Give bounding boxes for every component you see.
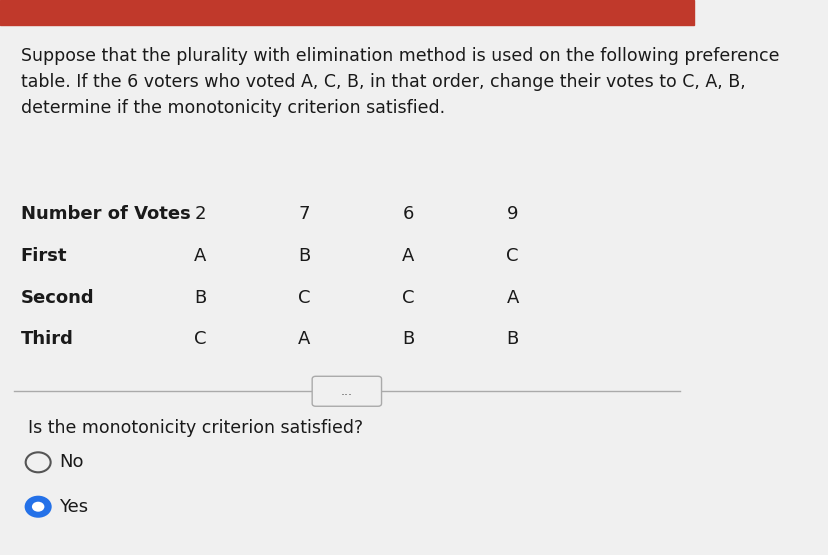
- Text: C: C: [298, 289, 310, 306]
- Text: Third: Third: [21, 330, 74, 348]
- Text: 9: 9: [506, 205, 518, 223]
- Text: First: First: [21, 247, 67, 265]
- Text: B: B: [194, 289, 206, 306]
- Text: Second: Second: [21, 289, 94, 306]
- Text: ...: ...: [340, 385, 353, 398]
- Text: Is the monotonicity criterion satisfied?: Is the monotonicity criterion satisfied?: [27, 419, 363, 437]
- Text: Suppose that the plurality with elimination method is used on the following pref: Suppose that the plurality with eliminat…: [21, 47, 778, 117]
- Text: No: No: [59, 453, 84, 471]
- Text: Yes: Yes: [59, 498, 88, 516]
- Circle shape: [26, 452, 51, 472]
- Text: C: C: [402, 289, 414, 306]
- Bar: [0, 0, 693, 25]
- Text: B: B: [298, 247, 310, 265]
- Circle shape: [26, 497, 51, 517]
- Text: 6: 6: [402, 205, 413, 223]
- Circle shape: [31, 502, 45, 512]
- Text: A: A: [194, 247, 206, 265]
- Text: A: A: [298, 330, 310, 348]
- Text: Number of Votes: Number of Votes: [21, 205, 190, 223]
- Text: C: C: [194, 330, 206, 348]
- FancyBboxPatch shape: [312, 376, 381, 406]
- Text: A: A: [402, 247, 414, 265]
- Text: C: C: [506, 247, 518, 265]
- Text: 2: 2: [194, 205, 205, 223]
- Text: B: B: [506, 330, 518, 348]
- Text: A: A: [506, 289, 518, 306]
- Text: B: B: [402, 330, 414, 348]
- Text: 7: 7: [298, 205, 310, 223]
